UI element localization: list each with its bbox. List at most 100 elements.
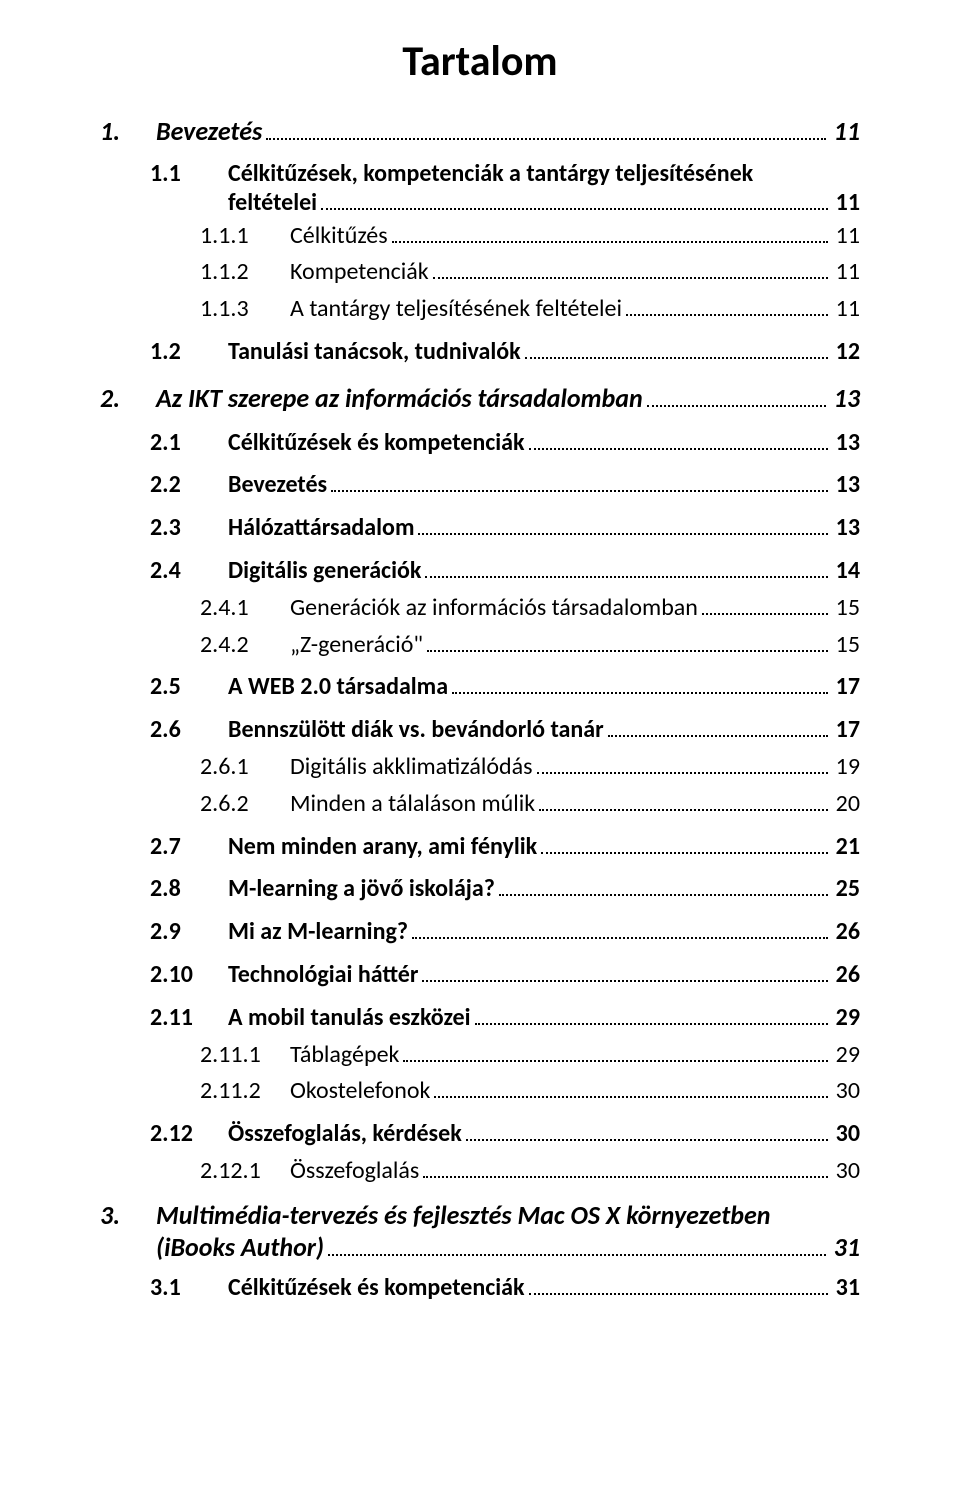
toc-entry: 2.6.2Minden a tálaláson múlik20	[200, 787, 860, 822]
toc-number: 3.1	[150, 1271, 228, 1306]
toc-label: Nem minden arany, ami fénylik	[228, 830, 537, 865]
toc-number: 1.1.1	[200, 219, 290, 254]
toc-entry: 2.12.1Összefoglalás30	[200, 1154, 860, 1189]
toc-entry: 3.1Célkitűzések és kompetenciák 31	[150, 1271, 860, 1306]
toc-leader	[702, 613, 828, 615]
toc-page-number: 12	[832, 335, 860, 370]
toc-page-number: 11	[832, 219, 860, 254]
toc-label: Célkitűzések és kompetenciák	[228, 426, 525, 461]
toc-leader	[392, 241, 828, 243]
toc-label: „Z-generáció"	[290, 628, 423, 663]
toc-number: 1.	[100, 113, 156, 151]
toc-leader	[266, 138, 825, 140]
toc-label: Táblagépek	[290, 1038, 399, 1073]
toc-label: Mi az M-learning?	[228, 915, 408, 950]
toc-leader	[529, 1293, 828, 1295]
toc-entry: 3.Multimédia-tervezés és fejlesztés Mac …	[100, 1199, 860, 1263]
toc-entry: 2.11.2Okostelefonok30	[200, 1074, 860, 1109]
toc-number: 2.9	[150, 915, 228, 950]
toc-page-number: 13	[832, 511, 860, 546]
toc-number: 2.2	[150, 468, 228, 503]
toc-number: 2.5	[150, 670, 228, 705]
toc-leader	[539, 809, 827, 811]
toc-leader	[452, 692, 828, 694]
toc-entry: 1.1.2Kompetenciák11	[200, 255, 860, 290]
toc-label: Technológiai háttér	[228, 958, 418, 993]
toc-leader	[427, 650, 828, 652]
toc-number: 2.4.1	[200, 591, 290, 626]
toc-entry: 1.2Tanulási tanácsok, tudnivalók12	[150, 335, 860, 370]
toc-entry: 2.10Technológiai háttér26	[150, 958, 860, 993]
toc-leader	[403, 1060, 827, 1062]
toc-label: A tantárgy teljesítésének feltételei	[290, 292, 622, 327]
toc-label: Célkitűzések, kompetenciák a tantárgy te…	[228, 159, 753, 188]
toc-number: 2.10	[150, 958, 228, 993]
toc-number: 2.4.2	[200, 628, 290, 663]
toc-leader	[328, 1254, 826, 1256]
toc-page-number: 29	[832, 1001, 860, 1036]
toc-number: 2.7	[150, 830, 228, 865]
toc-label: M-learning a jövő iskolája?	[228, 872, 495, 907]
page-title: Tartalom	[100, 36, 860, 87]
toc-entry: 1.1.3A tantárgy teljesítésének feltétele…	[200, 292, 860, 327]
toc-leader	[434, 1096, 827, 1098]
toc-leader	[433, 277, 828, 279]
toc-label: Okostelefonok	[290, 1074, 430, 1109]
toc-entry: 2.6.1Digitális akklimatizálódás19	[200, 750, 860, 785]
toc-page-number: 11	[832, 188, 860, 217]
toc-label: Kompetenciák	[290, 255, 429, 290]
toc-leader	[423, 1176, 827, 1178]
toc-leader	[321, 208, 828, 210]
toc-page-number: 30	[832, 1117, 860, 1152]
toc-label: Minden a tálaláson múlik	[290, 787, 535, 822]
toc-page-number: 29	[832, 1038, 860, 1073]
toc-entry: 2.11.1Táblagépek 29	[200, 1038, 860, 1073]
toc-entry: 1.1.1Célkitűzés11	[200, 219, 860, 254]
toc-page-number: 31	[832, 1271, 860, 1306]
toc-entry: 2.6Bennszülött diák vs. bevándorló tanár…	[150, 713, 860, 748]
toc-leader	[475, 1023, 828, 1025]
toc-number: 2.11	[150, 1001, 228, 1036]
toc-page-number: 26	[832, 915, 860, 950]
toc-page-number: 14	[832, 554, 860, 589]
toc-label: Összefoglalás, kérdések	[228, 1117, 462, 1152]
toc-entry: 2.Az IKT szerepe az információs társadal…	[100, 380, 860, 418]
toc-entry: 1.1Célkitűzések, kompetenciák a tantárgy…	[150, 159, 860, 217]
toc-label: Célkitűzések és kompetenciák	[228, 1271, 525, 1306]
toc-entry: 2.2Bevezetés13	[150, 468, 860, 503]
toc-entry: 2.1Célkitűzések és kompetenciák13	[150, 426, 860, 461]
toc-number: 2.11.1	[200, 1038, 290, 1073]
toc-page-number: 15	[832, 628, 860, 663]
toc-page-number: 13	[832, 426, 860, 461]
toc-leader	[331, 490, 828, 492]
toc-page-number: 11	[830, 113, 860, 151]
toc-label: Bevezetés	[228, 468, 327, 503]
toc-page-number: 17	[832, 713, 860, 748]
toc-page-number: 30	[832, 1074, 860, 1109]
toc-leader	[466, 1139, 828, 1141]
toc-entry: 2.8M-learning a jövő iskolája?25	[150, 872, 860, 907]
toc-number: 2.4	[150, 554, 228, 589]
toc-entry: 2.5A WEB 2.0 társadalma17	[150, 670, 860, 705]
toc-page: Tartalom 1.Bevezetés111.1Célkitűzések, k…	[0, 0, 960, 1494]
toc-number: 2.3	[150, 511, 228, 546]
toc-page-number: 17	[832, 670, 860, 705]
toc-leader	[529, 448, 828, 450]
toc-label: Az IKT szerepe az információs társadalom…	[156, 380, 643, 418]
toc-label: Összefoglalás	[290, 1154, 419, 1189]
toc-label: feltételei	[228, 188, 317, 217]
toc-number: 3.	[100, 1199, 156, 1231]
toc-entry: 2.7Nem minden arany, ami fénylik21	[150, 830, 860, 865]
toc-number: 2.6.1	[200, 750, 290, 785]
toc-number: 1.2	[150, 335, 228, 370]
toc-number: 2.12	[150, 1117, 228, 1152]
toc-label: Bevezetés	[156, 113, 262, 151]
toc-label: (iBooks Author)	[156, 1231, 324, 1263]
toc-leader	[422, 980, 827, 982]
toc-label: Digitális akklimatizálódás	[290, 750, 533, 785]
toc-label: Generációk az információs társadalomban	[290, 591, 698, 626]
toc-entry: 2.3Hálózattársadalom13	[150, 511, 860, 546]
toc-number: 2.6	[150, 713, 228, 748]
toc-number: 2.	[100, 380, 156, 418]
toc-page-number: 20	[832, 787, 860, 822]
